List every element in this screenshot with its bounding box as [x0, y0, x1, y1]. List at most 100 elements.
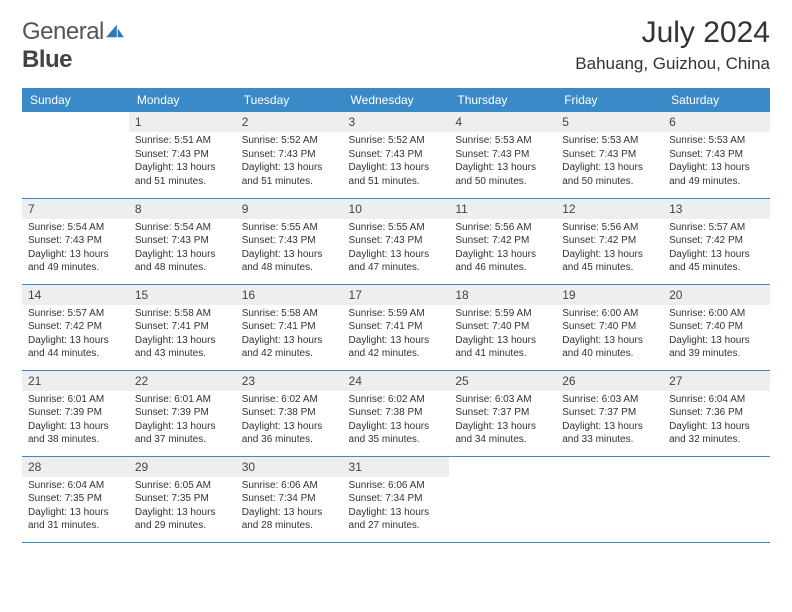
day-line: Sunrise: 6:05 AM — [135, 479, 230, 493]
day-line: and 28 minutes. — [242, 519, 337, 533]
day-line: Sunset: 7:39 PM — [135, 406, 230, 420]
brand-part1: General — [22, 18, 104, 45]
day-line: Daylight: 13 hours — [349, 334, 444, 348]
day-details — [556, 477, 663, 483]
calendar-cell: 31Sunrise: 6:06 AMSunset: 7:34 PMDayligh… — [343, 456, 450, 542]
day-details: Sunrise: 5:58 AMSunset: 7:41 PMDaylight:… — [129, 305, 236, 365]
day-line: Sunset: 7:43 PM — [562, 148, 657, 162]
day-number: 10 — [343, 199, 450, 219]
day-line: Sunset: 7:42 PM — [669, 234, 764, 248]
calendar-cell: 26Sunrise: 6:03 AMSunset: 7:37 PMDayligh… — [556, 370, 663, 456]
weekday-header: Thursday — [449, 88, 556, 112]
day-line: Sunrise: 5:56 AM — [562, 221, 657, 235]
day-line: Sunrise: 5:53 AM — [562, 134, 657, 148]
day-line: and 51 minutes. — [135, 175, 230, 189]
calendar-row: 7 Sunrise: 5:54 AM Sunset: 7:43 PM Daylight… — [22, 198, 770, 284]
day-line: and 42 minutes. — [242, 347, 337, 361]
day-number: 28 — [22, 457, 129, 477]
calendar-cell: 11Sunrise: 5:56 AMSunset: 7:42 PMDayligh… — [449, 198, 556, 284]
day-line: Sunrise: 6:01 AM — [135, 393, 230, 407]
day-line: Sunrise: 6:03 AM — [455, 393, 550, 407]
day-line: Daylight: 13 hours — [562, 161, 657, 175]
day-line: and 35 minutes. — [349, 433, 444, 447]
day-number: 30 — [236, 457, 343, 477]
day-line: and 40 minutes. — [562, 347, 657, 361]
day-details: Sunrise: 5:59 AMSunset: 7:41 PMDaylight:… — [343, 305, 450, 365]
day-details: Sunrise: 6:00 AMSunset: 7:40 PMDaylight:… — [556, 305, 663, 365]
day-line: Daylight: 13 hours — [28, 334, 123, 348]
day-number: 18 — [449, 285, 556, 305]
day-line: Sunrise: 6:00 AM — [669, 307, 764, 321]
day-line: and 31 minutes. — [28, 519, 123, 533]
day-line: Daylight: 13 hours — [669, 248, 764, 262]
calendar-cell: 15Sunrise: 5:58 AMSunset: 7:41 PMDayligh… — [129, 284, 236, 370]
day-line: Sunset: 7:38 PM — [242, 406, 337, 420]
calendar-cell: 7Sunrise: 5:54 AMSunset: 7:43 PMDaylight… — [22, 198, 129, 284]
calendar-cell: 5Sunrise: 5:53 AMSunset: 7:43 PMDaylight… — [556, 112, 663, 198]
day-details: Sunrise: 6:02 AMSunset: 7:38 PMDaylight:… — [236, 391, 343, 451]
day-line: Sunset: 7:41 PM — [242, 320, 337, 334]
day-details: Sunrise: 5:53 AMSunset: 7:43 PMDaylight:… — [449, 132, 556, 192]
day-line: Sunset: 7:43 PM — [135, 148, 230, 162]
day-line: and 48 minutes. — [135, 261, 230, 275]
day-details: Sunrise: 5:52 AMSunset: 7:43 PMDaylight:… — [343, 132, 450, 192]
day-line: Sunrise: 5:55 AM — [242, 221, 337, 235]
day-line: Sunrise: 5:55 AM — [349, 221, 444, 235]
day-line: Daylight: 13 hours — [242, 334, 337, 348]
day-number: 24 — [343, 371, 450, 391]
day-details: Sunrise: 5:52 AMSunset: 7:43 PMDaylight:… — [236, 132, 343, 192]
day-line: Sunset: 7:42 PM — [562, 234, 657, 248]
calendar-cell: 17Sunrise: 5:59 AMSunset: 7:41 PMDayligh… — [343, 284, 450, 370]
weekday-header: Monday — [129, 88, 236, 112]
day-details: Sunrise: 6:06 AMSunset: 7:34 PMDaylight:… — [343, 477, 450, 537]
day-number: 22 — [129, 371, 236, 391]
day-line: and 37 minutes. — [135, 433, 230, 447]
calendar-cell: 21Sunrise: 6:01 AMSunset: 7:39 PMDayligh… — [22, 370, 129, 456]
day-line: Daylight: 13 hours — [28, 420, 123, 434]
brand-part2: Blue — [22, 46, 72, 73]
day-line: Sunset: 7:34 PM — [242, 492, 337, 506]
day-details: Sunrise: 5:58 AMSunset: 7:41 PMDaylight:… — [236, 305, 343, 365]
calendar-cell — [449, 456, 556, 542]
day-line: Sunrise: 5:51 AM — [135, 134, 230, 148]
day-line: Sunrise: 5:58 AM — [242, 307, 337, 321]
day-number: 25 — [449, 371, 556, 391]
weekday-header: Friday — [556, 88, 663, 112]
calendar-cell: 27Sunrise: 6:04 AMSunset: 7:36 PMDayligh… — [663, 370, 770, 456]
title-block: July 2024 Bahuang, Guizhou, China — [575, 16, 770, 74]
day-details: Sunrise: 5:56 AMSunset: 7:42 PMDaylight:… — [449, 219, 556, 279]
day-line: Daylight: 13 hours — [669, 420, 764, 434]
day-line: Sunset: 7:41 PM — [349, 320, 444, 334]
day-line: Sunset: 7:39 PM — [28, 406, 123, 420]
day-line: and 46 minutes. — [455, 261, 550, 275]
day-line: and 42 minutes. — [349, 347, 444, 361]
day-number: 26 — [556, 371, 663, 391]
day-number: 9 — [236, 199, 343, 219]
day-number: 11 — [449, 199, 556, 219]
day-line: Daylight: 13 hours — [242, 161, 337, 175]
day-line: and 39 minutes. — [669, 347, 764, 361]
day-details: Sunrise: 5:59 AMSunset: 7:40 PMDaylight:… — [449, 305, 556, 365]
day-number: 15 — [129, 285, 236, 305]
day-line: Sunrise: 6:03 AM — [562, 393, 657, 407]
day-line: Sunset: 7:38 PM — [349, 406, 444, 420]
day-details: Sunrise: 6:00 AMSunset: 7:40 PMDaylight:… — [663, 305, 770, 365]
day-line: Sunset: 7:43 PM — [349, 234, 444, 248]
weekday-header: Saturday — [663, 88, 770, 112]
calendar-cell: 30Sunrise: 6:06 AMSunset: 7:34 PMDayligh… — [236, 456, 343, 542]
day-details: Sunrise: 6:04 AMSunset: 7:36 PMDaylight:… — [663, 391, 770, 451]
weekday-header: Sunday — [22, 88, 129, 112]
day-details: Sunrise: 5:53 AMSunset: 7:43 PMDaylight:… — [556, 132, 663, 192]
calendar-cell: 12Sunrise: 5:56 AMSunset: 7:42 PMDayligh… — [556, 198, 663, 284]
day-line: Sunrise: 5:54 AM — [135, 221, 230, 235]
day-line: Daylight: 13 hours — [28, 506, 123, 520]
day-number: 1 — [129, 112, 236, 132]
day-line: Daylight: 13 hours — [669, 161, 764, 175]
day-line: and 50 minutes. — [455, 175, 550, 189]
day-line: and 32 minutes. — [669, 433, 764, 447]
day-number: 7 — [22, 199, 129, 219]
day-line: Daylight: 13 hours — [455, 334, 550, 348]
month-title: July 2024 — [575, 16, 770, 50]
day-line: Sunrise: 6:04 AM — [28, 479, 123, 493]
day-line: and 51 minutes. — [242, 175, 337, 189]
